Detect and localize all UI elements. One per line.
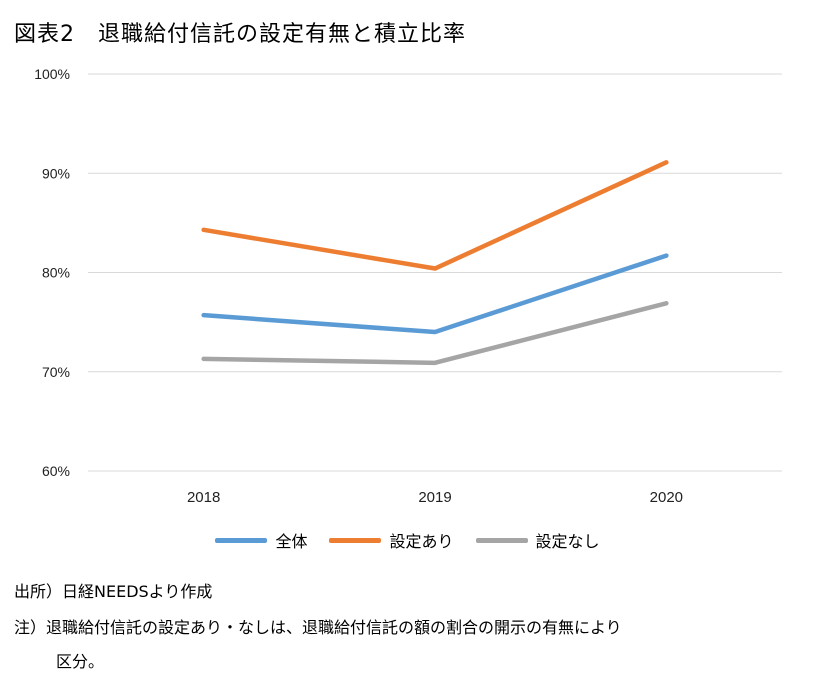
x-tick-label: 2018 [187,489,220,506]
chart-title: 図表2 退職給付信託の設定有無と積立比率 [14,22,466,47]
legend-item-without-trust: 設定なし [475,528,600,552]
data-point [201,313,206,318]
legend-item-with-trust: 設定あり [329,528,454,552]
y-tick-label: 100% [34,66,70,82]
legend-swatch [329,537,382,543]
legend-swatch [475,537,528,543]
series-lines [201,160,669,366]
y-tick-label: 90% [42,165,70,181]
footnote-continued: 区分。 [56,652,105,671]
data-point [201,227,206,232]
data-point [201,356,206,361]
x-tick-label: 2019 [418,489,451,506]
y-tick-label: 60% [42,463,70,479]
y-tick-label: 70% [42,364,70,380]
chart-legend: 全体 設定あり 設定なし [0,528,815,552]
x-axis-ticks: 2018 2019 2020 [187,489,683,506]
data-point [433,266,437,271]
series-line [201,160,669,271]
data-point [433,360,437,365]
x-tick-label: 2020 [650,489,683,506]
data-point [664,160,669,165]
source-note: 出所）日経NEEDSより作成 [14,582,213,601]
legend-label: 設定なし [535,532,600,551]
gridlines [88,73,782,472]
legend-label: 設定あり [389,532,454,551]
legend-item-all: 全体 [215,528,307,552]
legend-label: 全体 [275,532,308,551]
line-chart: 60% 70% 80% 90% 100% 2018 2019 2020 [34,66,782,506]
footnote: 注）退職給付信託の設定あり・なしは、退職給付信託の額の割合の開示の有無により [14,618,622,637]
legend-swatch [215,537,268,543]
data-point [664,253,669,258]
y-axis-ticks: 60% 70% 80% 90% 100% [34,66,70,479]
data-point [664,301,669,306]
data-point [433,330,437,335]
y-tick-label: 80% [42,265,70,281]
